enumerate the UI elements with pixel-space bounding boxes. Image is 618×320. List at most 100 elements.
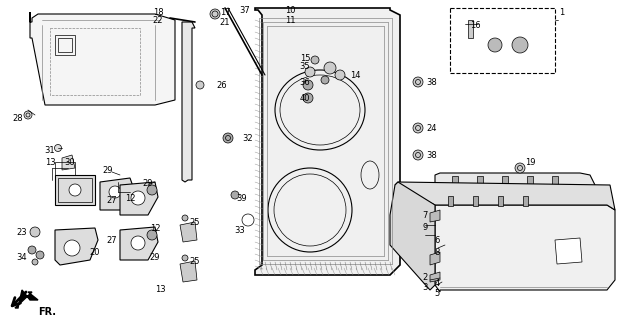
Text: 38: 38: [426, 150, 438, 159]
Polygon shape: [120, 227, 158, 260]
Text: 30: 30: [65, 157, 75, 166]
Text: 29: 29: [103, 165, 113, 174]
Polygon shape: [395, 182, 615, 210]
Polygon shape: [390, 182, 435, 290]
Circle shape: [24, 111, 32, 119]
Text: 12: 12: [150, 223, 160, 233]
Text: 16: 16: [470, 20, 480, 29]
Polygon shape: [430, 252, 440, 265]
Text: 12: 12: [125, 194, 135, 203]
Circle shape: [64, 240, 80, 256]
Text: 33: 33: [235, 226, 245, 235]
Text: 38: 38: [426, 77, 438, 86]
Text: 20: 20: [90, 247, 100, 257]
Text: 35: 35: [300, 61, 310, 70]
Circle shape: [131, 191, 145, 205]
Polygon shape: [255, 8, 400, 275]
Text: 21: 21: [220, 18, 231, 27]
Bar: [477, 176, 483, 188]
Circle shape: [311, 56, 319, 64]
Polygon shape: [435, 205, 615, 292]
Polygon shape: [55, 175, 95, 205]
Circle shape: [54, 145, 62, 151]
Circle shape: [488, 38, 502, 52]
Circle shape: [413, 150, 423, 160]
Circle shape: [303, 80, 313, 90]
Text: 22: 22: [153, 15, 163, 25]
Text: 5: 5: [434, 289, 439, 298]
Circle shape: [147, 230, 157, 240]
Text: 13: 13: [44, 157, 56, 166]
Bar: [502, 176, 508, 188]
Circle shape: [231, 191, 239, 199]
Polygon shape: [430, 272, 440, 282]
Polygon shape: [15, 290, 38, 308]
Circle shape: [147, 185, 157, 195]
Text: 4: 4: [434, 278, 439, 287]
Bar: [527, 176, 533, 188]
Circle shape: [182, 215, 188, 221]
Text: 6: 6: [434, 236, 439, 244]
Text: 13: 13: [154, 285, 165, 294]
Text: 19: 19: [525, 157, 535, 166]
Text: 34: 34: [17, 253, 27, 262]
Polygon shape: [30, 12, 175, 105]
Text: 9: 9: [422, 222, 428, 231]
Polygon shape: [62, 155, 75, 170]
Text: 31: 31: [44, 146, 56, 155]
Bar: [552, 176, 558, 188]
Circle shape: [30, 227, 40, 237]
Circle shape: [305, 67, 315, 77]
Text: 18: 18: [153, 7, 163, 17]
Circle shape: [223, 133, 233, 143]
Text: 29: 29: [150, 253, 160, 262]
Text: 15: 15: [300, 53, 310, 62]
Polygon shape: [430, 210, 440, 222]
Polygon shape: [55, 228, 98, 265]
Circle shape: [196, 81, 204, 89]
Circle shape: [124, 191, 132, 199]
Text: 36: 36: [300, 77, 310, 86]
Circle shape: [335, 70, 345, 80]
Text: 39: 39: [237, 194, 247, 203]
Text: 8: 8: [434, 247, 439, 257]
Bar: [468, 20, 473, 38]
Polygon shape: [180, 222, 197, 242]
Circle shape: [413, 123, 423, 133]
Circle shape: [109, 186, 121, 198]
Text: 3: 3: [422, 284, 428, 292]
Bar: [448, 196, 453, 206]
Text: 40: 40: [300, 93, 310, 102]
Circle shape: [413, 77, 423, 87]
Circle shape: [131, 236, 145, 250]
Text: 26: 26: [217, 81, 227, 90]
Circle shape: [32, 259, 38, 265]
Polygon shape: [120, 182, 158, 215]
Bar: [450, 8, 555, 73]
Text: 1: 1: [559, 7, 565, 17]
Circle shape: [321, 76, 329, 84]
Bar: [498, 196, 503, 206]
Text: 24: 24: [427, 124, 438, 132]
Text: 27: 27: [107, 236, 117, 244]
Bar: [452, 176, 458, 188]
Circle shape: [303, 93, 313, 103]
Polygon shape: [435, 173, 595, 200]
Text: 29: 29: [143, 179, 153, 188]
Circle shape: [512, 37, 528, 53]
Text: 14: 14: [350, 70, 360, 79]
Polygon shape: [555, 238, 582, 264]
Text: 25: 25: [190, 218, 200, 227]
Text: 23: 23: [17, 228, 27, 236]
Circle shape: [28, 246, 36, 254]
Text: 2: 2: [422, 274, 428, 283]
Text: 11: 11: [285, 15, 295, 25]
Circle shape: [324, 62, 336, 74]
Text: 37: 37: [240, 5, 250, 14]
Circle shape: [210, 9, 220, 19]
Circle shape: [515, 163, 525, 173]
Text: 7: 7: [422, 211, 428, 220]
Text: 10: 10: [285, 5, 295, 14]
Polygon shape: [182, 22, 195, 182]
Text: 25: 25: [190, 258, 200, 267]
